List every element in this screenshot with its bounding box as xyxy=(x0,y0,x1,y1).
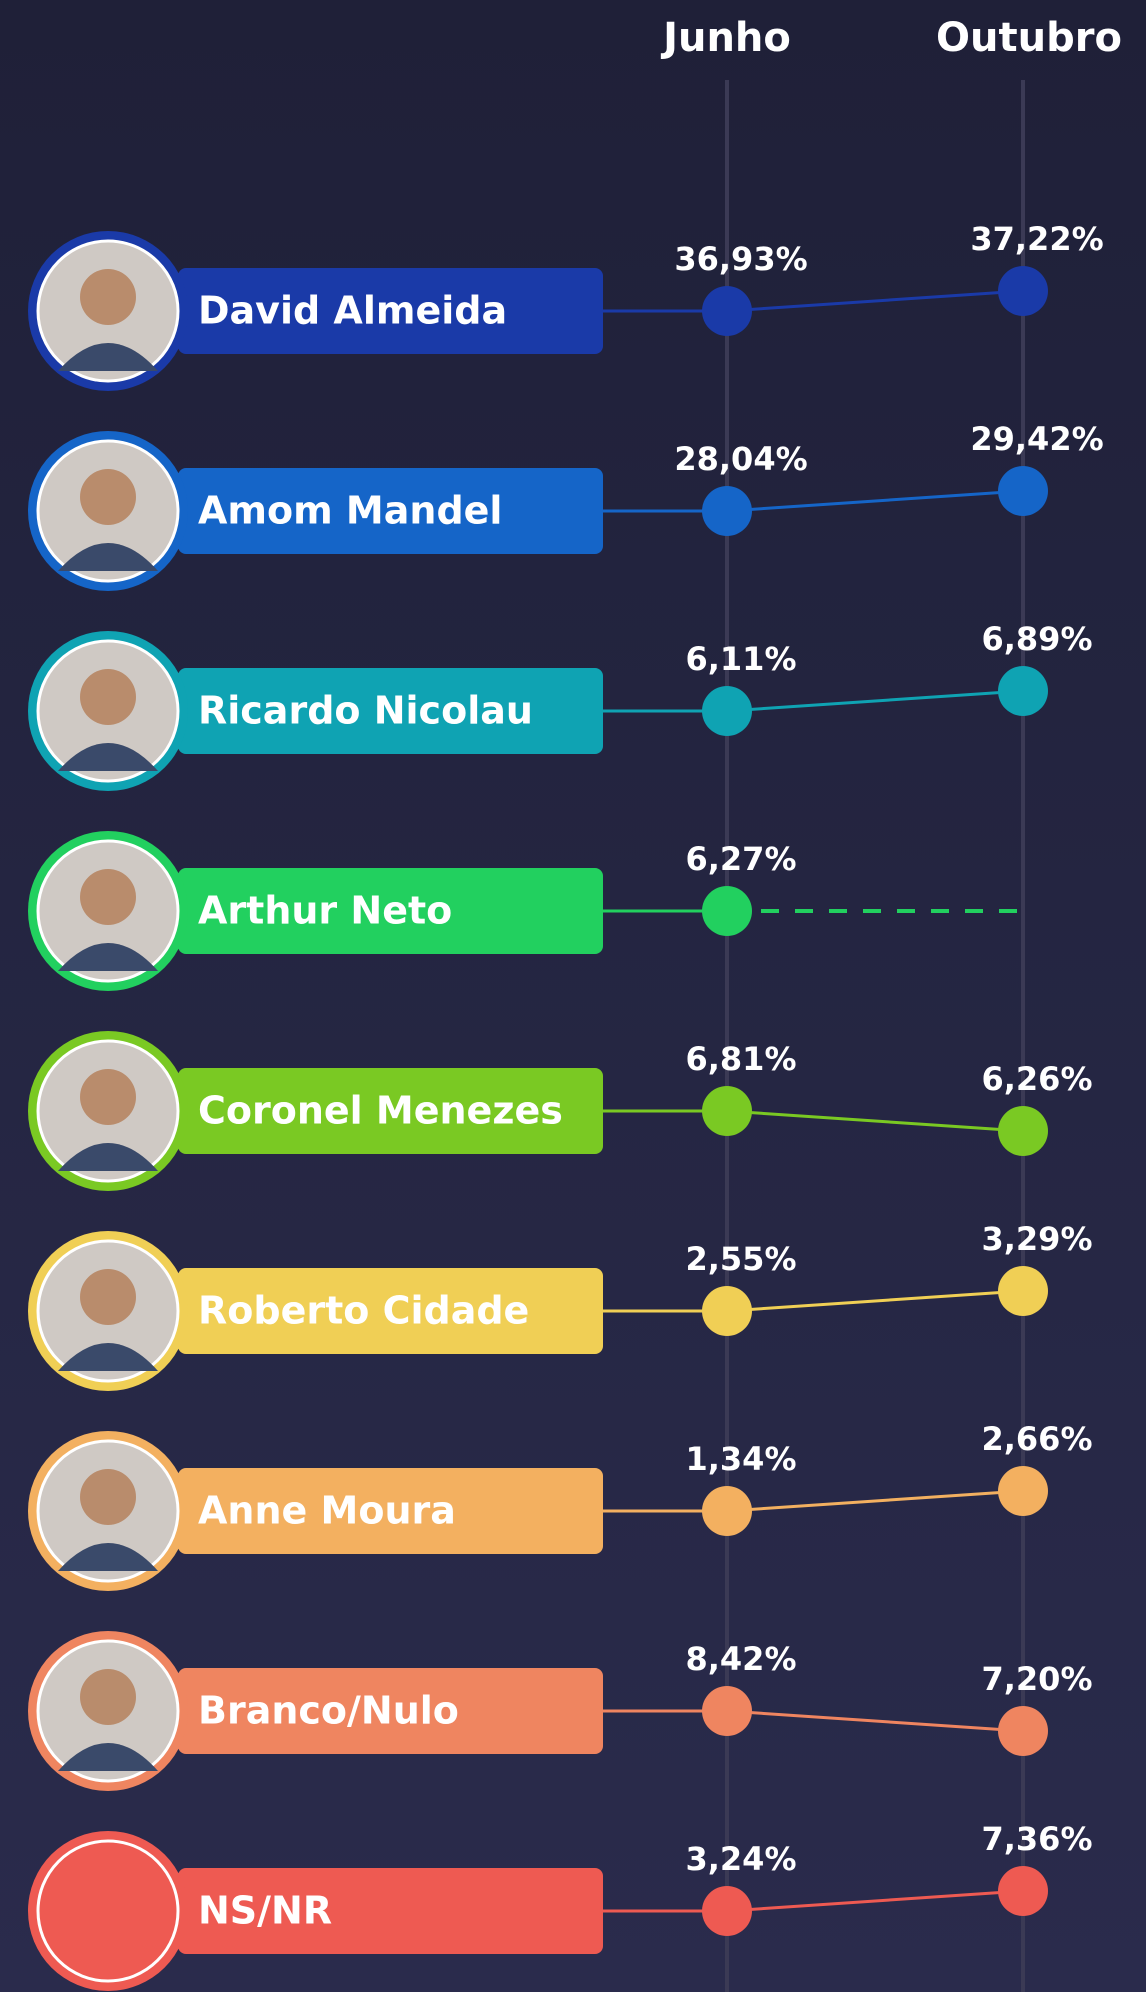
avatar-head xyxy=(80,469,136,525)
candidate-name: Anne Moura xyxy=(198,1489,456,1533)
avatar-head xyxy=(80,269,136,325)
avatar-head xyxy=(80,1069,136,1125)
value-label: 2,66% xyxy=(981,1420,1092,1458)
point xyxy=(702,1286,752,1336)
point xyxy=(702,1886,752,1936)
value-label: 6,81% xyxy=(685,1040,796,1078)
candidate-name: Roberto Cidade xyxy=(198,1289,529,1333)
avatar-head xyxy=(80,869,136,925)
value-label: 6,89% xyxy=(981,620,1092,658)
avatar-head xyxy=(80,1269,136,1325)
candidate-name: NS/NR xyxy=(198,1889,332,1933)
point xyxy=(998,466,1048,516)
value-label: 37,22% xyxy=(970,220,1103,258)
point xyxy=(702,1686,752,1736)
avatar-head xyxy=(80,1669,136,1725)
candidate-name: David Almeida xyxy=(198,289,507,333)
chart: Junho Outubro David Almeida 36,93% 37,22% A… xyxy=(0,0,1146,1992)
point xyxy=(998,666,1048,716)
value-label: 3,24% xyxy=(685,1840,796,1878)
candidate-name: Coronel Menezes xyxy=(198,1089,563,1133)
value-label: 28,04% xyxy=(674,440,807,478)
point xyxy=(702,486,752,536)
value-label: 7,20% xyxy=(981,1660,1092,1698)
candidate-name: Branco/Nulo xyxy=(198,1689,459,1733)
point xyxy=(702,286,752,336)
point xyxy=(702,686,752,736)
avatar-head xyxy=(80,669,136,725)
value-label: 29,42% xyxy=(970,420,1103,458)
value-label: 1,34% xyxy=(685,1440,796,1478)
avatar-inner xyxy=(38,1841,178,1981)
point xyxy=(998,1106,1048,1156)
value-label: 6,11% xyxy=(685,640,796,678)
candidate-name: Ricardo Nicolau xyxy=(198,689,533,733)
point xyxy=(998,1266,1048,1316)
point xyxy=(998,1466,1048,1516)
point xyxy=(702,886,752,936)
value-label: 6,27% xyxy=(685,840,796,878)
series-header: Outubro xyxy=(936,15,1122,61)
point xyxy=(702,1086,752,1136)
series-header: Junho xyxy=(660,15,791,61)
value-label: 7,36% xyxy=(981,1820,1092,1858)
candidate-name: Arthur Neto xyxy=(198,889,452,933)
value-label: 3,29% xyxy=(981,1220,1092,1258)
point xyxy=(998,266,1048,316)
candidate-name: Amom Mandel xyxy=(198,489,502,533)
value-label: 8,42% xyxy=(685,1640,796,1678)
point xyxy=(998,1706,1048,1756)
value-label: 6,26% xyxy=(981,1060,1092,1098)
avatar-head xyxy=(80,1469,136,1525)
point xyxy=(702,1486,752,1536)
value-label: 2,55% xyxy=(685,1240,796,1278)
point xyxy=(998,1866,1048,1916)
value-label: 36,93% xyxy=(674,240,807,278)
